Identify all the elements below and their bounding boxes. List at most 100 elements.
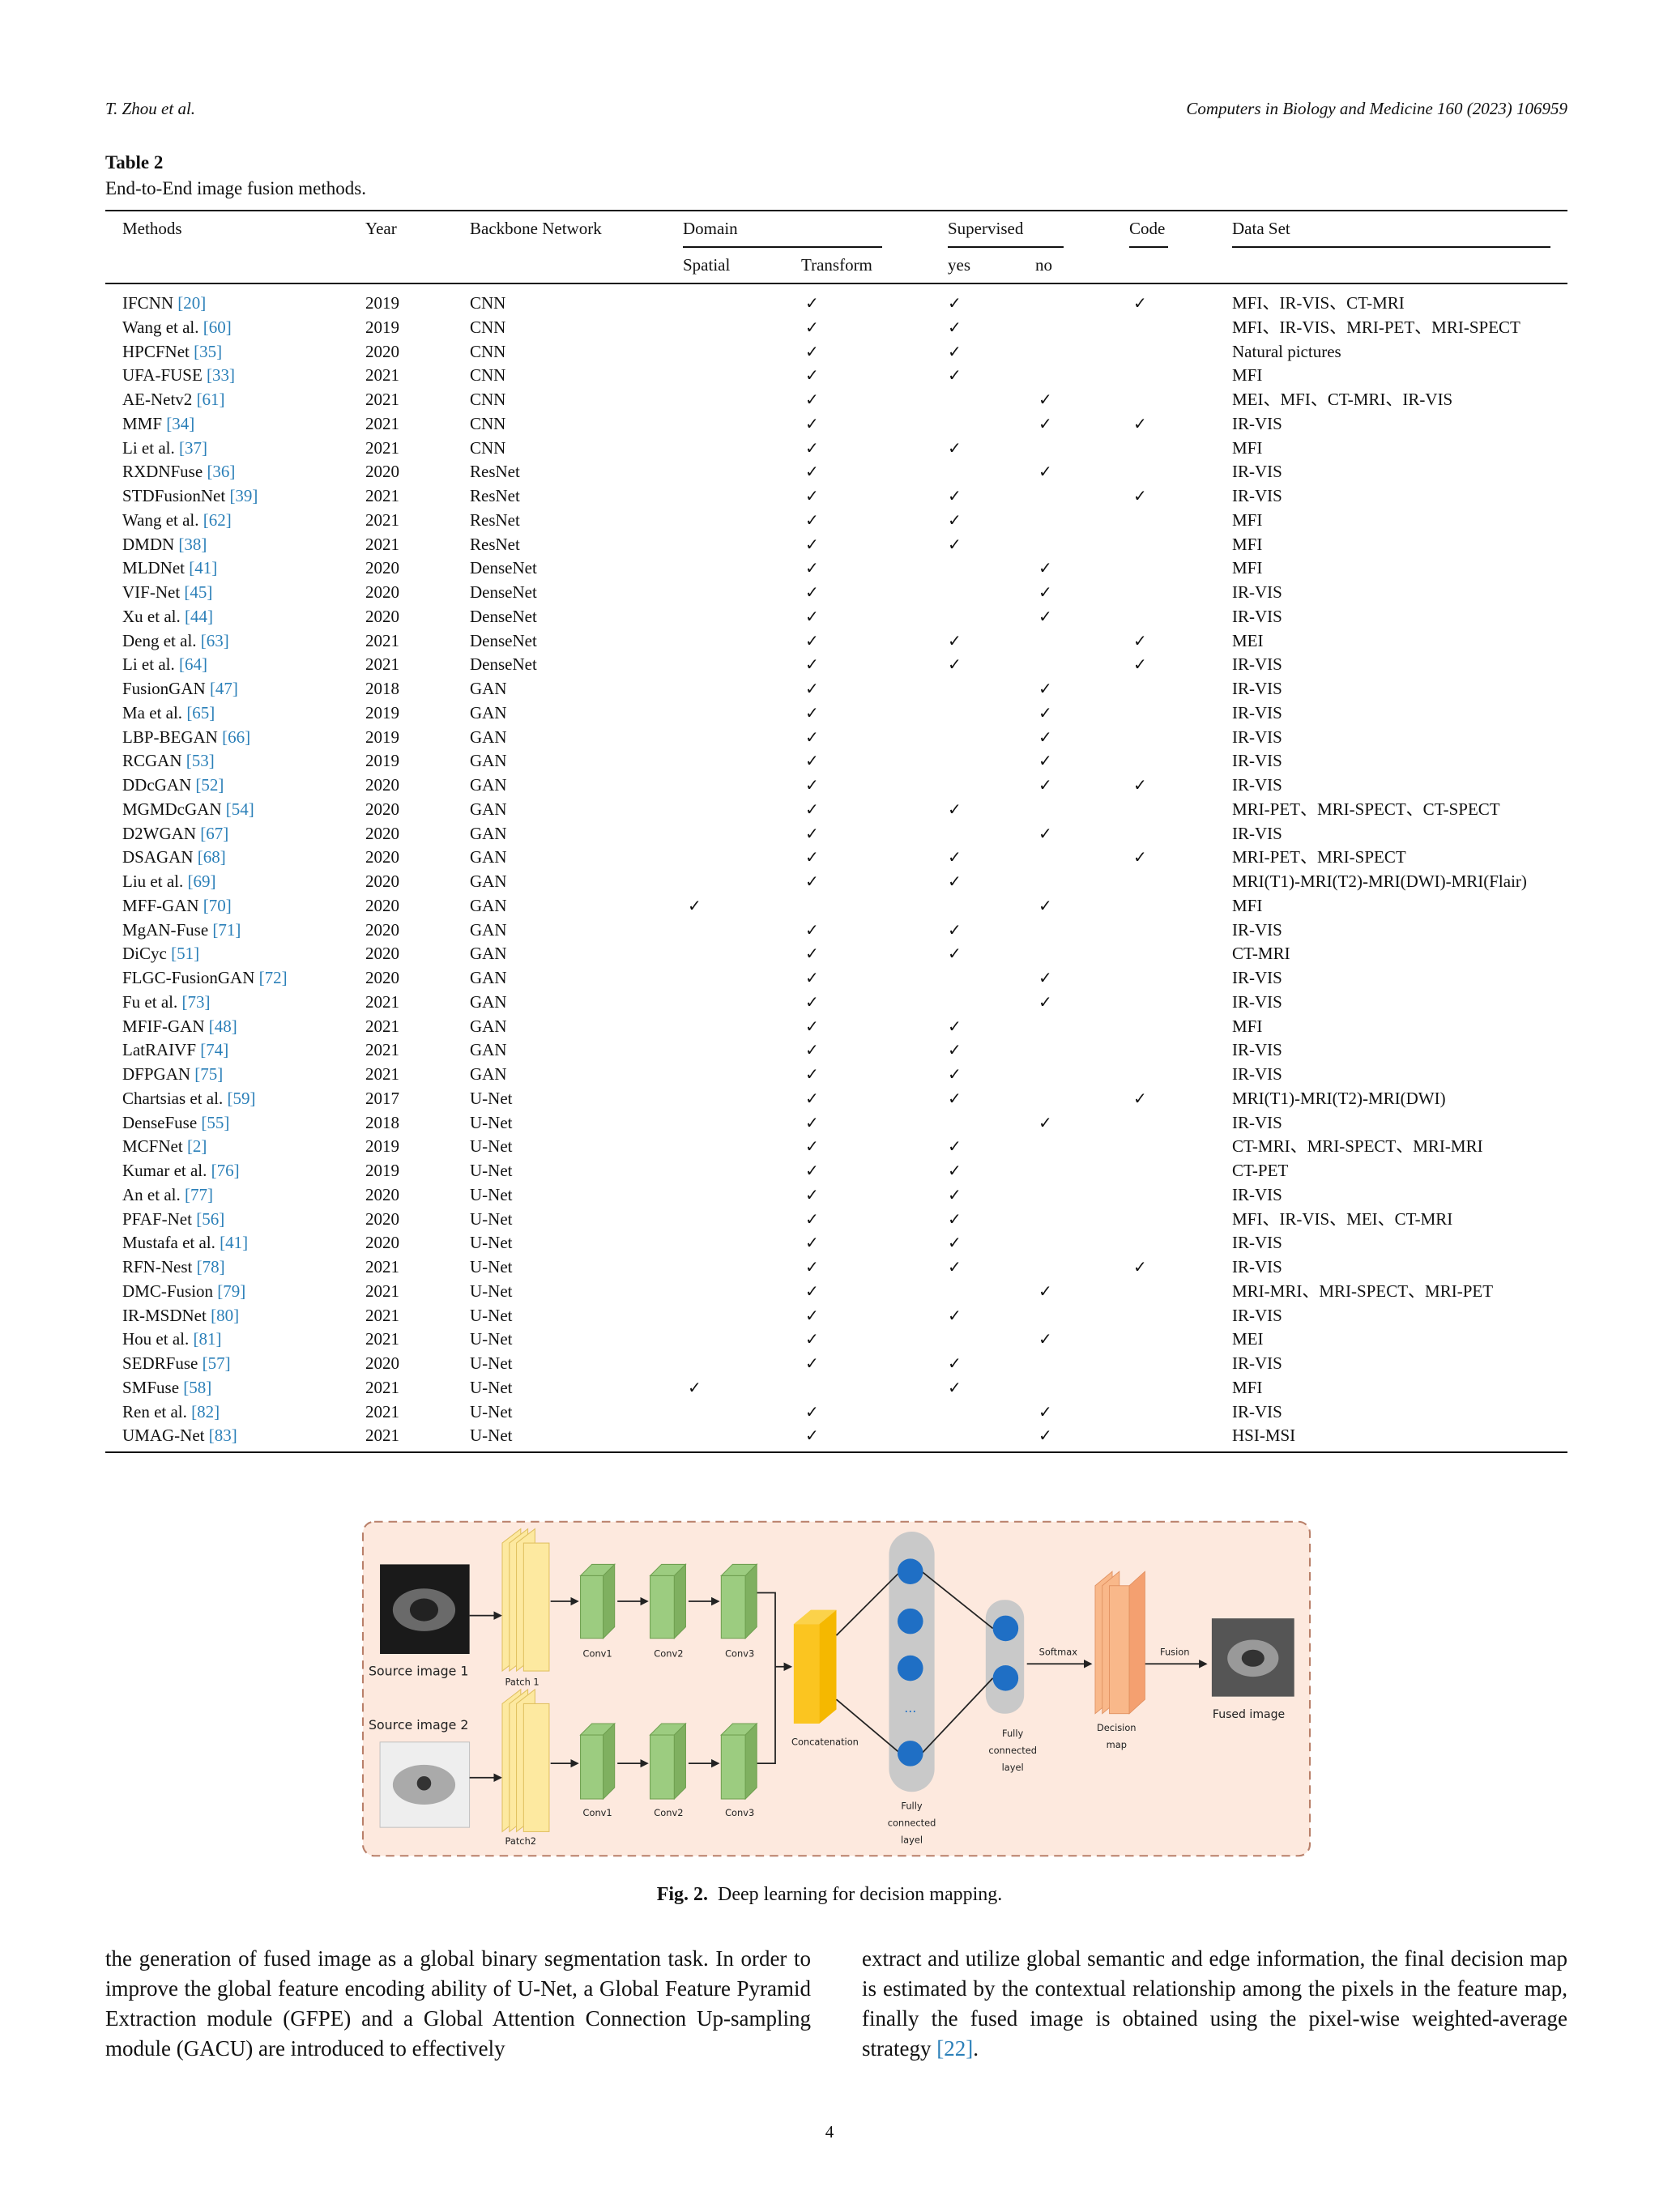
check: ✓ bbox=[1038, 968, 1052, 987]
check: ✓ bbox=[1038, 413, 1052, 433]
method-name: Li et al. bbox=[122, 654, 175, 675]
backbone: U-Net bbox=[470, 1233, 513, 1253]
backbone: GAN bbox=[470, 919, 507, 940]
method-cell: D2WGAN [67] bbox=[122, 823, 228, 844]
check: ✓ bbox=[1038, 390, 1052, 409]
body-text: extract and utilize global semantic and … bbox=[862, 1944, 1567, 2064]
backbone: GAN bbox=[470, 727, 507, 747]
check: ✓ bbox=[1133, 654, 1147, 675]
year: 2020 bbox=[365, 823, 399, 843]
method-cell: FusionGAN [47] bbox=[122, 678, 238, 699]
method-name: PFAF-Net bbox=[122, 1208, 192, 1229]
year: 2021 bbox=[365, 654, 399, 675]
check: ✓ bbox=[948, 1184, 962, 1204]
method-cell: Hou et al. [81] bbox=[122, 1328, 221, 1349]
method-cell: DSAGAN [68] bbox=[122, 846, 226, 867]
figure-caption-text: Deep learning for decision mapping. bbox=[718, 1884, 1003, 1905]
backbone: GAN bbox=[470, 895, 507, 915]
method-name: Deng et al. bbox=[122, 630, 197, 650]
diagram-label: ... bbox=[904, 1700, 916, 1715]
backbone: GAN bbox=[470, 872, 507, 891]
check: ✓ bbox=[948, 1064, 962, 1084]
diagram-label: Conv2 bbox=[654, 1807, 683, 1818]
method-cell: Chartsias et al. [59] bbox=[122, 1088, 255, 1109]
backbone: GAN bbox=[470, 1016, 507, 1036]
table-label: Table 2 bbox=[105, 152, 164, 173]
check: ✓ bbox=[948, 534, 962, 554]
method-name: An et al. bbox=[122, 1184, 181, 1204]
check: ✓ bbox=[1038, 895, 1052, 915]
dataset: Natural pictures bbox=[1232, 341, 1341, 361]
citation: [72] bbox=[258, 968, 288, 987]
method-cell: AE-Netv2 [61] bbox=[122, 389, 225, 410]
citation: [67] bbox=[200, 823, 229, 843]
year: 2021 bbox=[365, 534, 399, 554]
method-name: FLGC-FusionGAN bbox=[122, 968, 255, 987]
citation: [22] bbox=[936, 2036, 974, 2061]
year: 2020 bbox=[365, 775, 399, 795]
diagram-label: Concatenation bbox=[791, 1736, 859, 1747]
check: ✓ bbox=[1133, 1088, 1147, 1108]
method-cell: UMAG-Net [83] bbox=[122, 1425, 237, 1446]
figure-diagram: Source image 1 Source image 2 Patch 1 Patch… bbox=[361, 1520, 1311, 1857]
method-name: MGMDcGAN bbox=[122, 799, 222, 819]
method-name: Li et al. bbox=[122, 437, 175, 458]
citation: [59] bbox=[227, 1088, 256, 1108]
check: ✓ bbox=[688, 1377, 702, 1397]
year: 2019 bbox=[365, 317, 399, 337]
method-name: Ma et al. bbox=[122, 702, 183, 722]
check: ✓ bbox=[948, 847, 962, 867]
dataset: IR-VIS bbox=[1232, 582, 1282, 602]
check: ✓ bbox=[1038, 775, 1052, 795]
dataset: IR-VIS bbox=[1232, 1401, 1282, 1421]
backbone: DenseNet bbox=[470, 630, 537, 650]
check: ✓ bbox=[805, 1233, 819, 1253]
check: ✓ bbox=[805, 1305, 819, 1325]
col-header: Domain bbox=[683, 219, 738, 238]
diagram-label: Conv3 bbox=[725, 1807, 754, 1818]
diagram-label: Conv3 bbox=[725, 1648, 754, 1660]
method-name: Wang et al. bbox=[122, 317, 199, 337]
rule bbox=[1232, 246, 1550, 248]
citation: [41] bbox=[189, 558, 218, 578]
backbone: GAN bbox=[470, 991, 507, 1012]
body-text-run: . bbox=[973, 2036, 979, 2061]
check: ✓ bbox=[805, 679, 819, 698]
diagram-label: Fully bbox=[1002, 1728, 1023, 1739]
method-name: Wang et al. bbox=[122, 509, 199, 530]
check: ✓ bbox=[805, 702, 819, 722]
running-header-left: T. Zhou et al. bbox=[105, 99, 196, 118]
backbone: U-Net bbox=[470, 1426, 513, 1446]
year: 2020 bbox=[365, 1353, 399, 1373]
method-name: Liu et al. bbox=[122, 872, 184, 891]
method-name: DFPGAN bbox=[122, 1064, 191, 1084]
backbone: DenseNet bbox=[470, 606, 537, 626]
check: ✓ bbox=[948, 944, 962, 964]
check: ✓ bbox=[805, 1184, 819, 1204]
check: ✓ bbox=[948, 486, 962, 505]
year: 2020 bbox=[365, 895, 399, 915]
backbone: GAN bbox=[470, 1064, 507, 1084]
dataset: IR-VIS bbox=[1232, 1257, 1282, 1276]
check: ✓ bbox=[805, 390, 819, 409]
dataset: IR-VIS bbox=[1232, 606, 1282, 626]
method-cell: Wang et al. [62] bbox=[122, 509, 232, 531]
method-cell: DenseFuse [55] bbox=[122, 1112, 229, 1133]
check: ✓ bbox=[805, 944, 819, 964]
dataset: IR-VIS bbox=[1232, 727, 1282, 747]
citation: [68] bbox=[197, 847, 226, 867]
dataset: MRI(T1)-MRI(T2)-MRI(DWI) bbox=[1232, 1088, 1446, 1108]
diagram-label: Conv2 bbox=[654, 1648, 683, 1660]
method-cell: VIF-Net [45] bbox=[122, 582, 212, 603]
backbone: U-Net bbox=[470, 1136, 513, 1157]
subcol-header: Spatial bbox=[683, 255, 731, 275]
backbone: GAN bbox=[470, 751, 507, 771]
year: 2020 bbox=[365, 1208, 399, 1229]
citation: [52] bbox=[195, 775, 224, 795]
citation: [37] bbox=[178, 437, 207, 458]
dataset: MFI、IR-VIS、CT-MRI bbox=[1232, 293, 1405, 313]
backbone: CNN bbox=[470, 437, 506, 458]
citation: [80] bbox=[211, 1305, 240, 1325]
method-cell: SEDRFuse [57] bbox=[122, 1353, 231, 1374]
